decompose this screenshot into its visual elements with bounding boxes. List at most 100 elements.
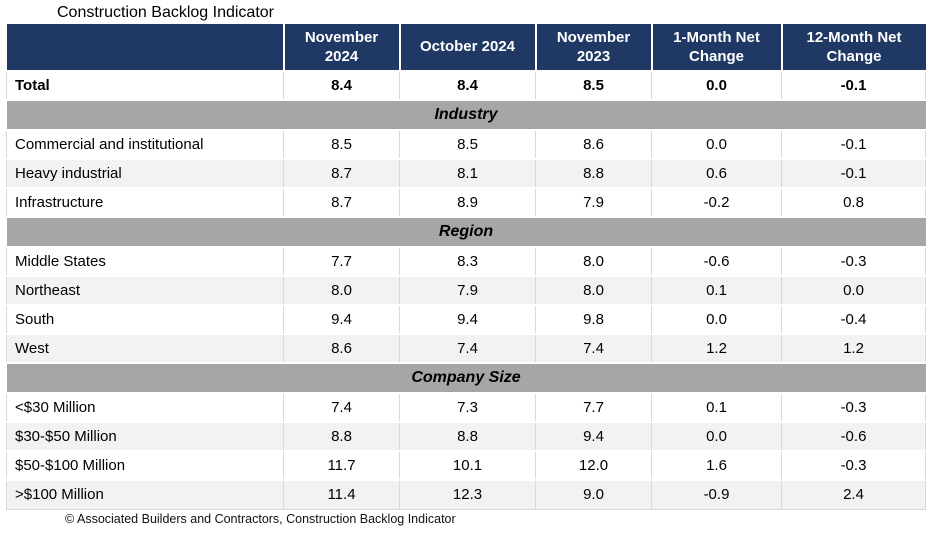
value-cell: 0.0 bbox=[651, 71, 782, 101]
value-cell: 7.7 bbox=[535, 393, 652, 423]
section-row: Region bbox=[6, 217, 926, 248]
data-row: Middle States 7.7 8.3 8.0 -0.6 -0.3 bbox=[6, 247, 926, 277]
table-body: Total 8.4 8.4 8.5 0.0 -0.1 Industry Commercial … bbox=[6, 71, 926, 510]
value-cell: 8.3 bbox=[399, 247, 536, 277]
value-cell: 8.7 bbox=[283, 159, 400, 189]
value-cell: 9.4 bbox=[283, 305, 400, 335]
data-row: >$100 Million 11.4 12.3 9.0 -0.9 2.4 bbox=[6, 480, 926, 510]
value-cell: 10.1 bbox=[399, 451, 536, 481]
value-cell: -0.1 bbox=[781, 71, 926, 101]
value-cell: 8.4 bbox=[399, 71, 536, 101]
row-label: Northeast bbox=[6, 276, 284, 306]
row-label: Heavy industrial bbox=[6, 159, 284, 189]
value-cell: 1.2 bbox=[651, 334, 782, 364]
value-cell: 8.0 bbox=[535, 247, 652, 277]
value-cell: -0.9 bbox=[651, 480, 782, 510]
column-header: 12-Month Net Change bbox=[780, 24, 926, 72]
row-label: Middle States bbox=[6, 247, 284, 277]
value-cell: 9.0 bbox=[535, 480, 652, 510]
value-cell: 8.6 bbox=[535, 130, 652, 160]
row-label: <$30 Million bbox=[6, 393, 284, 423]
data-row: <$30 Million 7.4 7.3 7.7 0.1 -0.3 bbox=[6, 393, 926, 423]
data-row: West 8.6 7.4 7.4 1.2 1.2 bbox=[6, 334, 926, 364]
data-row: Heavy industrial 8.7 8.1 8.8 0.6 -0.1 bbox=[6, 159, 926, 189]
data-row: $30-$50 Million 8.8 8.8 9.4 0.0 -0.6 bbox=[6, 422, 926, 452]
value-cell: -0.4 bbox=[781, 305, 926, 335]
value-cell: 0.6 bbox=[651, 159, 782, 189]
row-label: Commercial and institutional bbox=[6, 130, 284, 160]
value-cell: 12.3 bbox=[399, 480, 536, 510]
value-cell: 7.9 bbox=[399, 276, 536, 306]
value-cell: 8.8 bbox=[399, 422, 536, 452]
value-cell: 11.4 bbox=[283, 480, 400, 510]
value-cell: 0.0 bbox=[651, 130, 782, 160]
value-cell: 8.5 bbox=[283, 130, 400, 160]
data-row: Infrastructure 8.7 8.9 7.9 -0.2 0.8 bbox=[6, 188, 926, 218]
value-cell: -0.6 bbox=[781, 422, 926, 452]
value-cell: 9.4 bbox=[535, 422, 652, 452]
value-cell: 2.4 bbox=[781, 480, 926, 510]
value-cell: 8.7 bbox=[283, 188, 400, 218]
value-cell: 8.8 bbox=[535, 159, 652, 189]
section-row: Industry bbox=[6, 100, 926, 131]
value-cell: 8.0 bbox=[535, 276, 652, 306]
column-header: November 2023 bbox=[534, 24, 652, 72]
column-header: 1-Month Net Change bbox=[650, 24, 782, 72]
section-label: Industry bbox=[6, 100, 926, 131]
value-cell: 9.8 bbox=[535, 305, 652, 335]
value-cell: 8.9 bbox=[399, 188, 536, 218]
data-row: Northeast 8.0 7.9 8.0 0.1 0.0 bbox=[6, 276, 926, 306]
section-label: Region bbox=[6, 217, 926, 248]
header-row: November 2024 October 2024 November 2023 1-… bbox=[6, 24, 926, 72]
value-cell: 8.1 bbox=[399, 159, 536, 189]
value-cell: 7.4 bbox=[535, 334, 652, 364]
data-row: $50-$100 Million 11.7 10.1 12.0 1.6 -0.3 bbox=[6, 451, 926, 481]
value-cell: 7.4 bbox=[399, 334, 536, 364]
value-cell: 0.1 bbox=[651, 393, 782, 423]
row-label: West bbox=[6, 334, 284, 364]
value-cell: 8.0 bbox=[283, 276, 400, 306]
page-title: Construction Backlog Indicator bbox=[57, 4, 274, 21]
row-label: Total bbox=[6, 71, 284, 101]
section-label: Company Size bbox=[6, 363, 926, 394]
row-label: >$100 Million bbox=[6, 480, 284, 510]
backlog-table: November 2024 October 2024 November 2023 1-… bbox=[6, 24, 926, 510]
value-cell: 0.1 bbox=[651, 276, 782, 306]
corner-header-cell bbox=[6, 24, 284, 72]
value-cell: -0.1 bbox=[781, 130, 926, 160]
row-label: Infrastructure bbox=[6, 188, 284, 218]
value-cell: 7.3 bbox=[399, 393, 536, 423]
value-cell: -0.3 bbox=[781, 451, 926, 481]
value-cell: 7.4 bbox=[283, 393, 400, 423]
value-cell: -0.3 bbox=[781, 247, 926, 277]
value-cell: 7.9 bbox=[535, 188, 652, 218]
value-cell: 0.0 bbox=[651, 422, 782, 452]
value-cell: 8.5 bbox=[535, 71, 652, 101]
column-header: November 2024 bbox=[282, 24, 400, 72]
value-cell: 12.0 bbox=[535, 451, 652, 481]
value-cell: -0.6 bbox=[651, 247, 782, 277]
value-cell: 0.8 bbox=[781, 188, 926, 218]
value-cell: -0.1 bbox=[781, 159, 926, 189]
value-cell: 8.8 bbox=[283, 422, 400, 452]
column-header: October 2024 bbox=[398, 24, 536, 72]
backlog-indicator-page: Construction Backlog Indicator November … bbox=[6, 4, 926, 526]
value-cell: 1.6 bbox=[651, 451, 782, 481]
value-cell: 11.7 bbox=[283, 451, 400, 481]
value-cell: -0.2 bbox=[651, 188, 782, 218]
value-cell: 1.2 bbox=[781, 334, 926, 364]
data-row: Total 8.4 8.4 8.5 0.0 -0.1 bbox=[6, 71, 926, 101]
data-row: Commercial and institutional 8.5 8.5 8.6 0.0… bbox=[6, 130, 926, 160]
value-cell: 7.7 bbox=[283, 247, 400, 277]
value-cell: -0.3 bbox=[781, 393, 926, 423]
value-cell: 0.0 bbox=[651, 305, 782, 335]
value-cell: 0.0 bbox=[781, 276, 926, 306]
row-label: $50-$100 Million bbox=[6, 451, 284, 481]
row-label: $30-$50 Million bbox=[6, 422, 284, 452]
value-cell: 9.4 bbox=[399, 305, 536, 335]
value-cell: 8.6 bbox=[283, 334, 400, 364]
value-cell: 8.4 bbox=[283, 71, 400, 101]
data-row: South 9.4 9.4 9.8 0.0 -0.4 bbox=[6, 305, 926, 335]
value-cell: 8.5 bbox=[399, 130, 536, 160]
copyright-note: © Associated Builders and Contractors, C… bbox=[65, 511, 456, 526]
